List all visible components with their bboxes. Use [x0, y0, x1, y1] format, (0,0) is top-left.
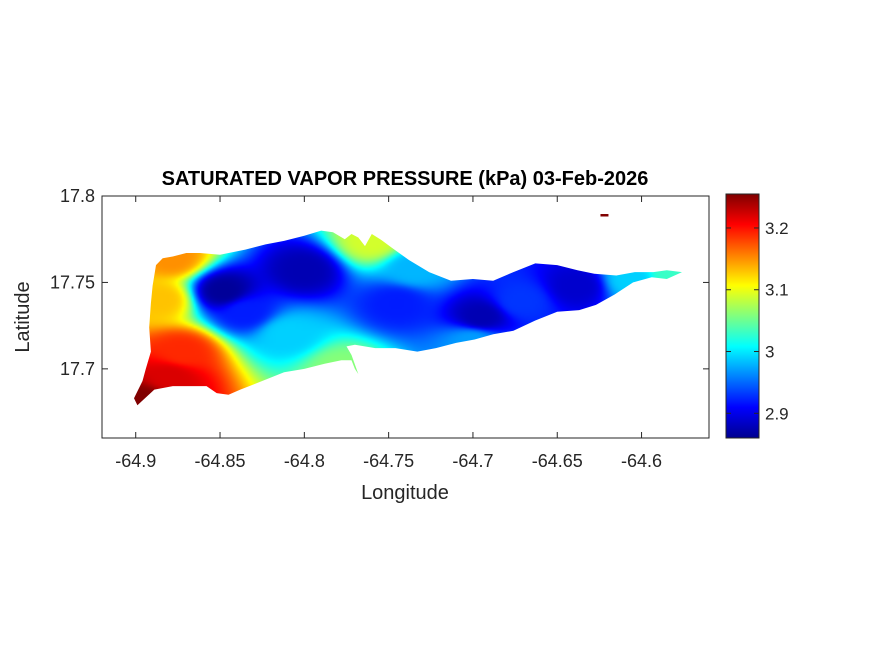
- colorbar-tick-label: 3.1: [765, 281, 789, 300]
- x-tick-label: -64.85: [195, 451, 246, 471]
- x-tick-label: -64.8: [284, 451, 325, 471]
- map-title: SATURATED VAPOR PRESSURE (kPa) 03-Feb-20…: [162, 168, 649, 190]
- x-tick-label: -64.7: [452, 451, 493, 471]
- colorbar-tick-label: 3: [765, 343, 774, 362]
- plot-area: -64.9 -64.85 -64.8 -64.75 -64.7 -64.65 -64.6 1…: [50, 186, 710, 471]
- colorbar-tick-label: 2.9: [765, 404, 789, 423]
- x-tick-label: -64.6: [621, 451, 662, 471]
- axes-frame: [101, 195, 710, 439]
- y-tick-label: 17.75: [50, 272, 95, 292]
- x-axis-label: Longitude: [361, 482, 449, 504]
- x-tick-label: -64.75: [363, 451, 414, 471]
- colorbar-tick-label: 3.2: [765, 219, 789, 238]
- x-tick-label: -64.65: [532, 451, 583, 471]
- islet-mark: [600, 214, 609, 217]
- y-axis: 17.7 17.75 17.8: [50, 186, 709, 379]
- colorbar-gradient: [725, 193, 760, 439]
- x-tick-label: -64.9: [115, 451, 156, 471]
- colorbar: 2.9 3 3.1 3.2: [725, 193, 789, 439]
- y-axis-label: Latitude: [12, 281, 34, 352]
- colorbar-ticks: 2.9 3 3.1 3.2: [726, 219, 789, 423]
- y-tick-label: 17.8: [60, 186, 95, 206]
- x-axis: -64.9 -64.85 -64.8 -64.75 -64.7 -64.65 -64.6: [115, 196, 662, 471]
- y-tick-label: 17.7: [60, 359, 95, 379]
